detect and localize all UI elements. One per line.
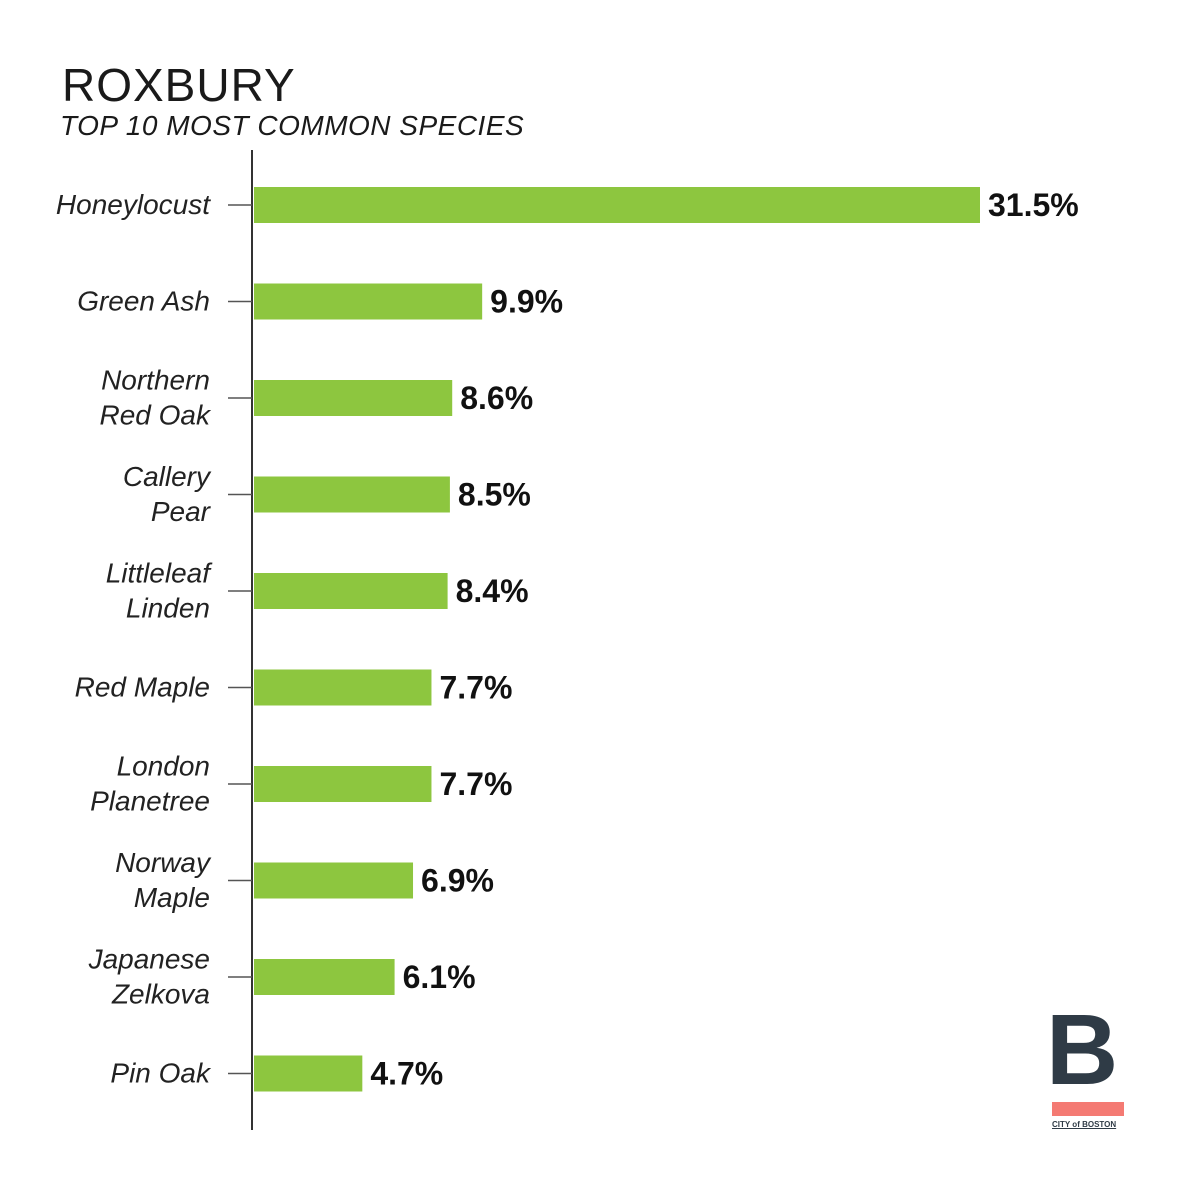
bar-value-label: 8.4% <box>456 573 529 609</box>
bar <box>254 476 450 513</box>
bar <box>254 862 414 899</box>
bar <box>254 283 483 320</box>
category-label-line: Callery <box>123 461 212 492</box>
bar <box>254 669 432 706</box>
bar <box>254 573 448 609</box>
category-label-line: Pear <box>151 496 212 527</box>
category-label-line: Red Oak <box>100 400 212 431</box>
category-label-line: Japanese <box>88 944 210 975</box>
category-label: Red Maple <box>75 672 210 703</box>
category-label-line: Zelkova <box>111 979 210 1010</box>
bar <box>254 187 980 223</box>
logo-letter: B <box>1046 994 1119 1106</box>
category-label-line: Norway <box>115 847 212 878</box>
city-of-boston-logo: B CITY of BOSTON <box>1046 1000 1126 1132</box>
category-label: Norway Maple <box>115 847 212 913</box>
category-label: Littleleaf Linden <box>106 558 214 624</box>
bar-value-label: 8.5% <box>458 477 531 513</box>
chart-subtitle: TOP 10 MOST COMMON SPECIES <box>60 110 525 141</box>
logo-accent-bar <box>1052 1102 1124 1116</box>
bar-value-label: 6.1% <box>403 959 476 995</box>
bars-group: 31.5% Honeylocust 9.9% Green Ash 8.6% Norther… <box>56 187 1079 1092</box>
bar-value-label: 7.7% <box>439 670 512 706</box>
category-label-line: London <box>117 751 210 782</box>
bar-value-label: 8.6% <box>460 380 533 416</box>
category-label-line: Red Maple <box>75 672 210 703</box>
logo-text: CITY of BOSTON <box>1052 1120 1117 1129</box>
bar-value-label: 31.5% <box>988 187 1079 223</box>
category-label-line: Linden <box>126 593 210 624</box>
category-label-line: Maple <box>134 882 210 913</box>
bar-value-label: 6.9% <box>421 863 494 899</box>
category-label: Green Ash <box>77 286 210 317</box>
category-label-line: Northern <box>101 365 210 396</box>
category-label-line: Littleleaf <box>106 558 214 589</box>
category-label: Japanese Zelkova <box>88 944 210 1010</box>
category-label: Pin Oak <box>110 1058 212 1089</box>
category-label: Callery Pear <box>123 461 212 527</box>
bar-value-label: 9.9% <box>490 284 563 320</box>
bar <box>254 380 453 416</box>
category-label-line: Honeylocust <box>56 189 211 220</box>
bar <box>254 1055 363 1092</box>
chart-title: ROXBURY <box>62 59 296 111</box>
bar-value-label: 7.7% <box>439 766 512 802</box>
category-label-line: Planetree <box>90 786 210 817</box>
bar-value-label: 4.7% <box>370 1056 443 1092</box>
category-label-line: Green Ash <box>77 286 210 317</box>
category-label: Northern Red Oak <box>100 365 212 431</box>
bar <box>254 959 395 995</box>
category-label: London Planetree <box>90 751 210 817</box>
bar <box>254 766 432 802</box>
category-label-line: Pin Oak <box>110 1058 212 1089</box>
category-label: Honeylocust <box>56 189 211 220</box>
